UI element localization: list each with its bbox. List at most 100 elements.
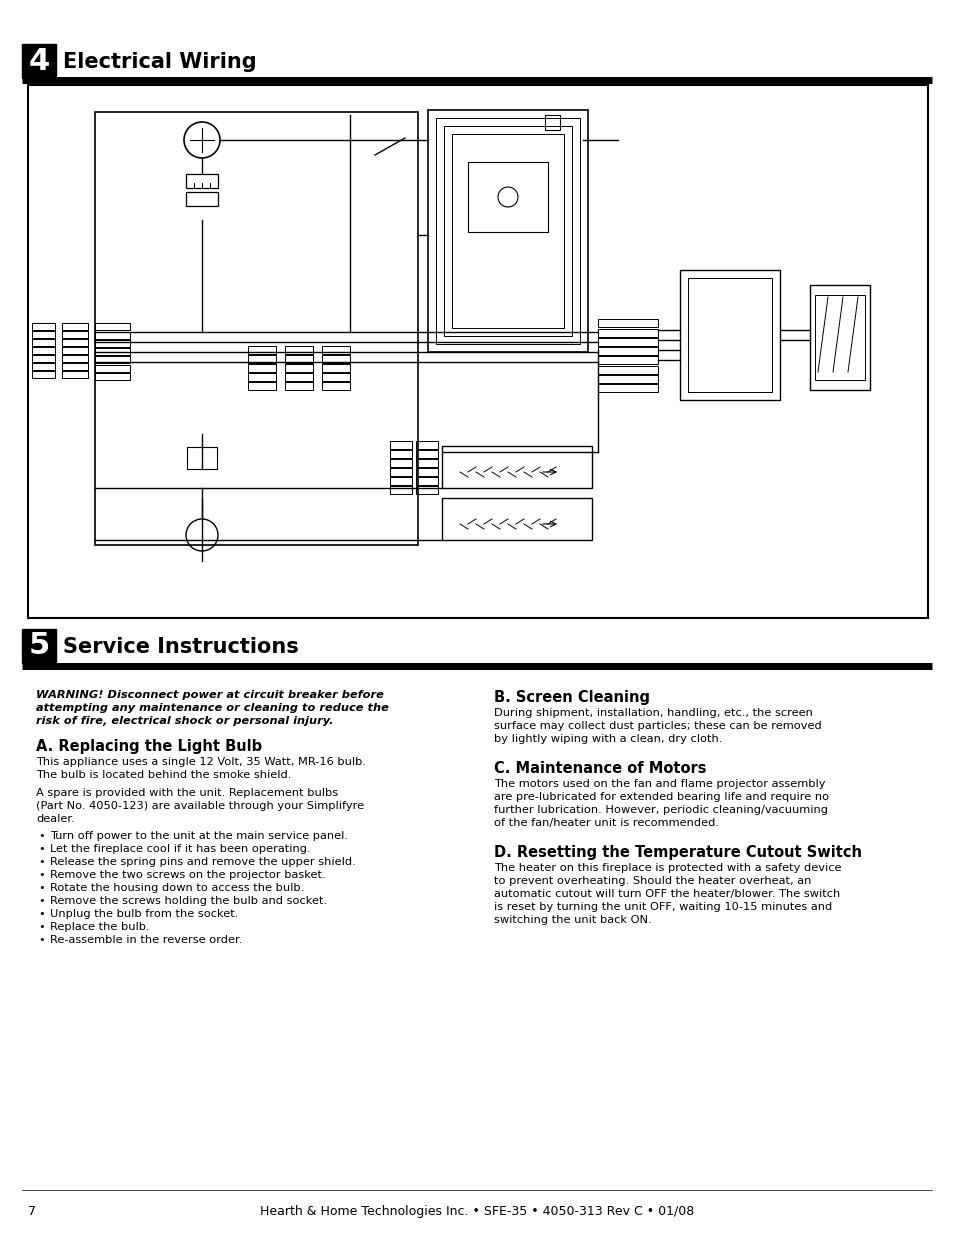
Bar <box>32 347 55 354</box>
Bar <box>322 383 350 390</box>
Bar <box>95 373 130 380</box>
Bar <box>416 459 437 467</box>
Bar <box>390 478 412 485</box>
Text: The heater on this fireplace is protected with a safety device: The heater on this fireplace is protecte… <box>494 863 841 873</box>
Bar <box>416 487 437 494</box>
Text: Service Instructions: Service Instructions <box>63 637 298 657</box>
Bar <box>62 324 88 330</box>
Text: Turn off power to the unit at the main service panel.: Turn off power to the unit at the main s… <box>50 831 348 841</box>
Bar <box>248 383 275 390</box>
Bar <box>436 119 579 345</box>
Bar <box>416 451 437 458</box>
Text: •: • <box>38 831 46 841</box>
Text: This appliance uses a single 12 Volt, 35 Watt, MR-16 bulb.: This appliance uses a single 12 Volt, 35… <box>36 757 366 767</box>
Bar <box>62 331 88 338</box>
Bar <box>187 447 216 469</box>
Bar <box>95 340 130 347</box>
Text: automatic cutout will turn OFF the heater/blower. The switch: automatic cutout will turn OFF the heate… <box>494 889 840 899</box>
Bar <box>390 487 412 494</box>
Bar <box>186 174 218 188</box>
Text: Hearth & Home Technologies Inc. • SFE-35 • 4050-313 Rev C • 01/08: Hearth & Home Technologies Inc. • SFE-35… <box>259 1205 694 1218</box>
Text: •: • <box>38 844 46 853</box>
Bar <box>248 346 275 354</box>
Text: B. Screen Cleaning: B. Screen Cleaning <box>494 690 649 705</box>
Bar <box>285 373 313 382</box>
Text: A. Replacing the Light Bulb: A. Replacing the Light Bulb <box>36 739 262 755</box>
Text: C. Maintenance of Motors: C. Maintenance of Motors <box>494 761 706 776</box>
Bar <box>285 356 313 363</box>
Text: During shipment, installation, handling, etc., the screen: During shipment, installation, handling,… <box>494 708 812 718</box>
Bar <box>598 320 658 327</box>
Bar <box>22 44 56 78</box>
Bar <box>95 348 130 356</box>
Bar <box>416 478 437 485</box>
Bar <box>428 110 587 352</box>
Bar <box>32 324 55 330</box>
Text: attempting any maintenance or cleaning to reduce the: attempting any maintenance or cleaning t… <box>36 703 389 713</box>
Text: A spare is provided with the unit. Replacement bulbs: A spare is provided with the unit. Repla… <box>36 788 337 798</box>
Text: D. Resetting the Temperature Cutout Switch: D. Resetting the Temperature Cutout Swit… <box>494 845 862 860</box>
Bar <box>95 357 130 363</box>
Bar <box>809 285 869 390</box>
Text: The motors used on the fan and flame projector assembly: The motors used on the fan and flame pro… <box>494 779 824 789</box>
Text: Remove the two screws on the projector basket.: Remove the two screws on the projector b… <box>50 869 325 881</box>
Bar <box>598 375 658 383</box>
Bar <box>62 347 88 354</box>
Bar <box>452 135 563 329</box>
Text: WARNING! Disconnect power at circuit breaker before: WARNING! Disconnect power at circuit bre… <box>36 690 383 700</box>
Text: dealer.: dealer. <box>36 814 74 824</box>
Bar <box>322 346 350 354</box>
Text: •: • <box>38 857 46 867</box>
Bar <box>322 364 350 372</box>
Text: further lubrication. However, periodic cleaning/vacuuming: further lubrication. However, periodic c… <box>494 805 827 815</box>
Text: (Part No. 4050-123) are available through your Simplifyre: (Part No. 4050-123) are available throug… <box>36 802 364 811</box>
Bar <box>186 191 218 206</box>
Bar <box>598 384 658 391</box>
Bar <box>22 629 56 663</box>
Bar <box>390 468 412 475</box>
Text: Rotate the housing down to access the bulb.: Rotate the housing down to access the bu… <box>50 883 304 893</box>
Bar <box>390 441 412 450</box>
Text: •: • <box>38 923 46 932</box>
Text: are pre-lubricated for extended bearing life and require no: are pre-lubricated for extended bearing … <box>494 792 828 802</box>
Bar <box>285 383 313 390</box>
Bar <box>32 372 55 378</box>
Text: by lightly wiping with a clean, dry cloth.: by lightly wiping with a clean, dry clot… <box>494 734 721 743</box>
Text: 5: 5 <box>29 631 50 661</box>
Bar <box>248 373 275 382</box>
Text: •: • <box>38 883 46 893</box>
Text: is reset by turning the unit OFF, waiting 10-15 minutes and: is reset by turning the unit OFF, waitin… <box>494 902 831 911</box>
Text: 7: 7 <box>28 1205 36 1218</box>
Bar <box>441 446 592 488</box>
Bar <box>322 356 350 363</box>
Bar <box>390 459 412 467</box>
Text: switching the unit back ON.: switching the unit back ON. <box>494 915 651 925</box>
Bar <box>95 112 417 545</box>
Bar <box>248 356 275 363</box>
Text: •: • <box>38 909 46 919</box>
Bar <box>248 364 275 372</box>
Bar <box>598 366 658 373</box>
Bar <box>416 468 437 475</box>
Bar <box>544 115 559 130</box>
Text: to prevent overheating. Should the heater overheat, an: to prevent overheating. Should the heate… <box>494 876 810 885</box>
Text: 4: 4 <box>29 47 50 75</box>
Bar <box>598 347 658 354</box>
Bar <box>28 85 927 618</box>
Bar <box>285 346 313 354</box>
Bar <box>814 295 864 380</box>
Bar <box>62 363 88 370</box>
Bar <box>95 364 130 372</box>
Bar <box>32 331 55 338</box>
Bar <box>95 331 130 338</box>
Bar <box>62 372 88 378</box>
Bar <box>390 451 412 458</box>
Text: •: • <box>38 897 46 906</box>
Text: Electrical Wiring: Electrical Wiring <box>63 52 256 72</box>
Bar <box>62 356 88 362</box>
Bar <box>468 162 547 232</box>
Text: •: • <box>38 935 46 945</box>
Bar <box>62 340 88 346</box>
Bar <box>322 373 350 382</box>
Bar <box>443 126 572 336</box>
